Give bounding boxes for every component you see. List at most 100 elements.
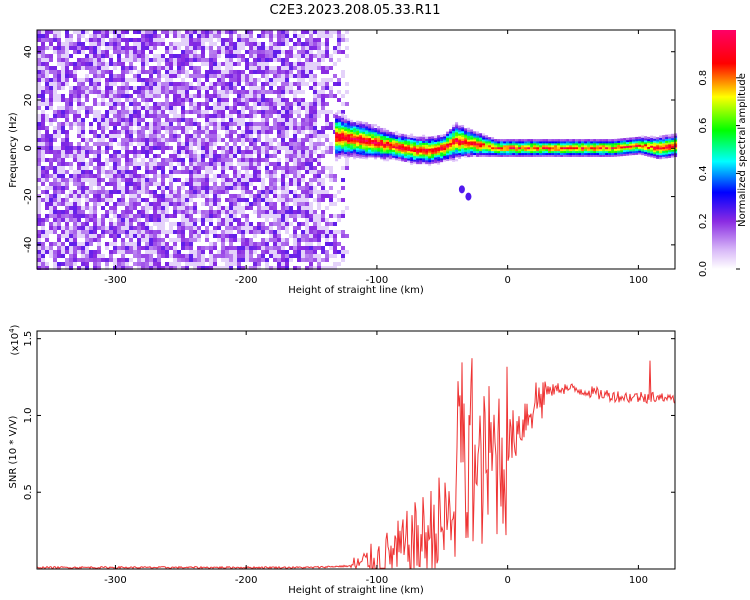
heatmap-cell bbox=[359, 130, 363, 134]
heatmap-cell bbox=[377, 135, 381, 139]
heatmap-cell bbox=[281, 138, 285, 142]
heatmap-cell bbox=[281, 182, 285, 186]
heatmap-cell bbox=[45, 246, 49, 250]
heatmap-cell bbox=[117, 158, 121, 162]
heatmap-cell bbox=[467, 147, 471, 150]
heatmap-cell bbox=[309, 138, 313, 142]
heatmap-cell bbox=[49, 94, 53, 98]
heatmap-cell bbox=[197, 58, 201, 62]
heatmap-cell bbox=[353, 149, 357, 152]
heatmap-cell bbox=[213, 102, 217, 106]
heatmap-cell bbox=[337, 82, 341, 86]
heatmap-cell bbox=[125, 166, 129, 170]
heatmap-cell bbox=[309, 66, 313, 70]
heatmap-cell bbox=[626, 141, 630, 145]
heatmap-cell bbox=[121, 50, 125, 54]
heatmap-cell bbox=[317, 158, 321, 162]
heatmap-cell bbox=[470, 152, 474, 155]
heatmap-cell bbox=[548, 139, 552, 142]
heatmap-cell bbox=[265, 106, 269, 110]
heatmap-cell bbox=[173, 62, 177, 66]
heatmap-cell bbox=[482, 148, 486, 152]
heatmap-cell bbox=[404, 138, 408, 141]
heatmap-cell bbox=[410, 154, 414, 158]
heatmap-cell bbox=[524, 148, 528, 152]
heatmap-cell bbox=[285, 86, 289, 90]
heatmap-cell bbox=[644, 141, 648, 145]
heatmap-cell bbox=[241, 118, 245, 122]
heatmap-cell bbox=[425, 146, 429, 149]
heatmap-cell bbox=[313, 266, 317, 270]
heatmap-cell bbox=[197, 78, 201, 82]
heatmap-cell bbox=[281, 166, 285, 170]
heatmap-cell bbox=[337, 262, 341, 266]
heatmap-cell bbox=[65, 206, 69, 210]
heatmap-cell bbox=[289, 66, 293, 70]
heatmap-cell bbox=[65, 30, 69, 34]
heatmap-cell bbox=[446, 131, 450, 135]
heatmap-cell bbox=[470, 131, 474, 134]
heatmap-cell bbox=[129, 194, 133, 198]
heatmap-cell bbox=[536, 150, 540, 154]
heatmap-cell bbox=[173, 178, 177, 182]
heatmap-cell bbox=[380, 137, 384, 141]
heatmap-cell bbox=[569, 139, 573, 142]
heatmap-cell bbox=[377, 133, 381, 137]
heatmap-cell bbox=[545, 144, 549, 148]
heatmap-cell bbox=[45, 146, 49, 150]
heatmap-cell bbox=[407, 148, 411, 151]
heatmap-cell bbox=[237, 74, 241, 78]
heatmap-cell bbox=[584, 154, 588, 157]
heatmap-cell bbox=[428, 152, 432, 155]
heatmap-cell bbox=[277, 222, 281, 226]
heatmap-cell bbox=[317, 154, 321, 158]
heatmap-cell bbox=[161, 122, 165, 126]
heatmap-cell bbox=[161, 218, 165, 222]
heatmap-cell bbox=[539, 142, 543, 146]
heatmap-cell bbox=[89, 226, 93, 230]
heatmap-cell bbox=[365, 155, 369, 158]
heatmap-cell bbox=[506, 142, 510, 146]
heatmap-cell bbox=[141, 82, 145, 86]
heatmap-cell bbox=[177, 234, 181, 238]
heatmap-cell bbox=[344, 140, 348, 143]
heatmap-cell bbox=[141, 42, 145, 46]
heatmap-cell bbox=[161, 166, 165, 170]
heatmap-cell bbox=[237, 218, 241, 222]
heatmap-cell bbox=[325, 86, 329, 90]
heatmap-cell bbox=[237, 178, 241, 182]
heatmap-cell bbox=[650, 154, 654, 158]
heatmap-cell bbox=[479, 140, 483, 144]
heatmap-cell bbox=[297, 226, 301, 230]
heatmap-cell bbox=[133, 162, 137, 166]
heatmap-cell bbox=[437, 158, 441, 161]
heatmap-cell bbox=[329, 94, 333, 98]
heatmap-cell bbox=[189, 42, 193, 46]
heatmap-cell bbox=[209, 154, 213, 158]
heatmap-cell bbox=[410, 141, 414, 144]
heatmap-cell bbox=[101, 230, 105, 234]
heatmap-cell bbox=[273, 126, 277, 130]
heatmap-cell bbox=[233, 198, 237, 202]
heatmap-cell bbox=[297, 246, 301, 250]
heatmap-cell bbox=[241, 230, 245, 234]
heatmap-cell bbox=[145, 226, 149, 230]
heatmap-cell bbox=[85, 150, 89, 154]
heatmap-cell bbox=[273, 186, 277, 190]
heatmap-cell bbox=[521, 144, 525, 148]
heatmap-cell bbox=[189, 198, 193, 202]
heatmap-cell bbox=[512, 150, 516, 154]
heatmap-cell bbox=[105, 246, 109, 250]
heatmap-cell bbox=[446, 141, 450, 144]
heatmap-cell bbox=[61, 246, 65, 250]
heatmap-cell bbox=[225, 262, 229, 266]
heatmap-cell bbox=[362, 145, 366, 148]
heatmap-cell bbox=[233, 106, 237, 110]
heatmap-cell bbox=[356, 155, 360, 158]
heatmap-cell bbox=[485, 139, 489, 142]
heatmap-cell bbox=[113, 190, 117, 194]
heatmap-cell bbox=[572, 152, 576, 155]
heatmap-cell bbox=[301, 154, 305, 158]
heatmap-cell bbox=[253, 58, 257, 62]
heatmap-cell bbox=[245, 62, 249, 66]
